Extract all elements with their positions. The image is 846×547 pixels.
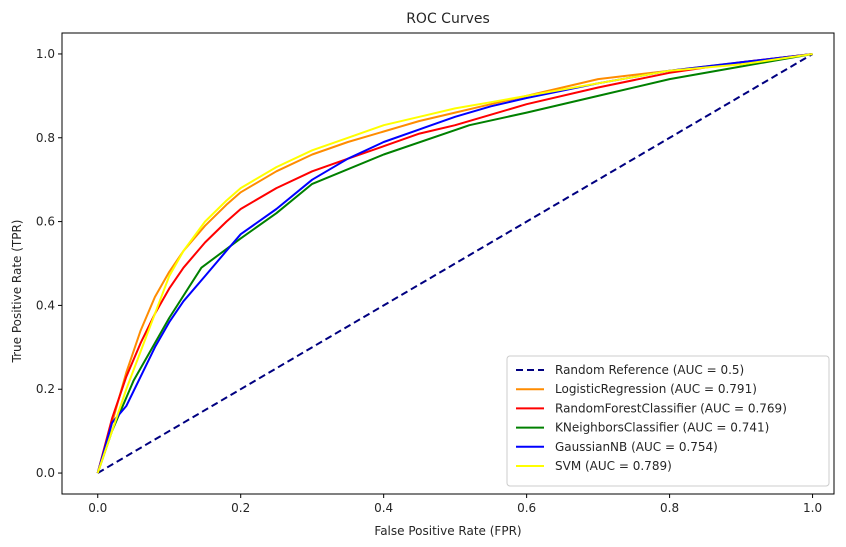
series-line-4 — [96, 53, 813, 474]
x-tick-label: 0.8 — [660, 501, 679, 515]
series-line-1 — [96, 53, 813, 474]
legend-label: LogisticRegression (AUC = 0.791) — [555, 382, 757, 396]
chart-title: ROC Curves — [406, 11, 490, 27]
axes: 0.0 0.2 0.4 0.6 0.8 1.0 0.0 0.2 0.4 0.6 0.8 1.0 — [36, 32, 835, 515]
legend-label: RandomForestClassifier (AUC = 0.769) — [555, 401, 787, 415]
y-tick-label: 1.0 — [36, 47, 55, 61]
x-tick-label: 0.6 — [517, 501, 536, 515]
y-tick-label: 0.8 — [36, 131, 55, 145]
y-tick-label: 0.6 — [36, 215, 55, 229]
legend: Random Reference (AUC = 0.5) LogisticRegr… — [506, 355, 830, 487]
plot-area — [96, 53, 814, 474]
axes-frame — [61, 32, 835, 495]
series-line-5 — [96, 53, 813, 474]
legend-label: SVM (AUC = 0.789) — [555, 459, 672, 473]
y-axis-label: True Positive Rate (TPR) — [10, 220, 24, 364]
series-line-3 — [96, 53, 813, 474]
series-line-0 — [97, 53, 814, 474]
legend-label: KNeighborsClassifier (AUC = 0.741) — [555, 421, 769, 435]
x-axis-label: False Positive Rate (FPR) — [374, 524, 521, 538]
x-tick-label: 0.4 — [374, 501, 393, 515]
legend-box — [506, 355, 830, 487]
legend-label: Random Reference (AUC = 0.5) — [555, 363, 744, 377]
y-tick-label: 0.4 — [36, 298, 55, 312]
series-line-2 — [96, 53, 813, 474]
legend-label: GaussianNB (AUC = 0.754) — [555, 440, 718, 454]
x-tick-label: 1.0 — [803, 501, 822, 515]
y-tick-label: 0.0 — [36, 466, 55, 480]
x-tick-label: 0.2 — [231, 501, 250, 515]
x-tick-label: 0.0 — [88, 501, 107, 515]
y-tick-label: 0.2 — [36, 382, 55, 396]
